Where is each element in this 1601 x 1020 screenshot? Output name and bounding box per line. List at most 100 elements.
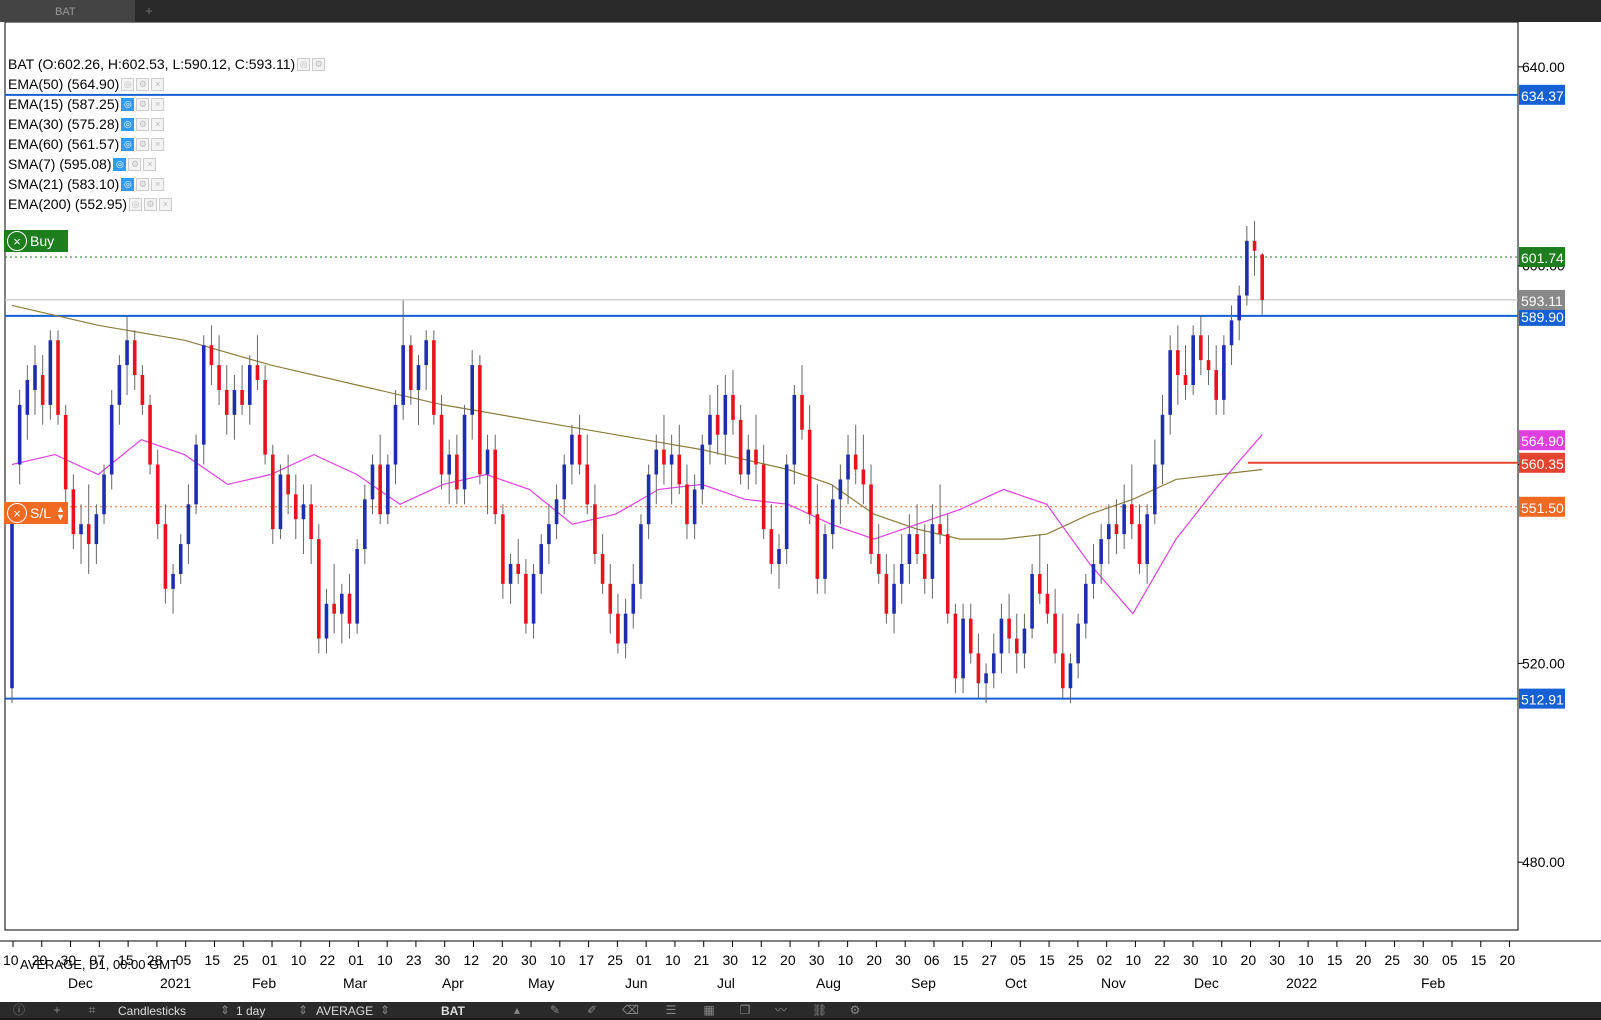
price-marker[interactable] [1519, 688, 1565, 709]
candle-body [409, 345, 413, 390]
visibility-icon[interactable]: ◎ [121, 137, 135, 151]
x-tick-label: 10 [377, 952, 393, 968]
visibility-icon[interactable]: ◎ [113, 157, 127, 171]
price-marker-label: 593.11 [1521, 293, 1563, 309]
price-marker[interactable] [1519, 430, 1565, 451]
visibility-icon[interactable]: ◎ [121, 177, 135, 191]
settings-icon[interactable]: ⚙ [136, 77, 150, 91]
candle-body [1237, 295, 1241, 321]
price-mode-select[interactable]: AVERAGE [316, 1004, 374, 1018]
candle-body [224, 389, 229, 415]
buy-order-tag[interactable]: × Buy [4, 230, 68, 252]
list-icon[interactable]: ☰ [665, 1003, 677, 1017]
price-marker[interactable] [1519, 305, 1565, 326]
brush-icon[interactable]: ✐ [586, 1003, 598, 1017]
candle-body [991, 653, 996, 674]
gear-icon[interactable]: ⚙ [849, 1003, 861, 1017]
timeframe-select[interactable]: 1 day [236, 1004, 266, 1018]
month-label: May [528, 975, 554, 991]
remove-indicator-icon[interactable]: × [151, 137, 165, 151]
settings-icon[interactable]: ⚙ [136, 117, 150, 131]
remove-indicator-icon[interactable]: × [151, 77, 165, 91]
candle-body [363, 499, 367, 550]
candle-body [25, 380, 30, 415]
indicator-label: EMA(15) (587.25) [8, 96, 120, 112]
tab-bat[interactable]: BAT [0, 0, 135, 22]
crop-icon[interactable]: ⌗ [88, 1003, 96, 1017]
pencil-icon[interactable]: ✎ [549, 1003, 561, 1017]
candle-body [761, 464, 766, 530]
plus-icon[interactable]: + [145, 4, 153, 18]
stop-loss-stepper-icon[interactable]: ▲ ▼ [56, 504, 65, 522]
indicator-legend-row: EMA(30) (575.28) ◎ ⚙ × [8, 114, 325, 134]
candle-body [501, 514, 505, 584]
close-stop-loss-icon[interactable]: × [7, 503, 27, 523]
candle-body [562, 464, 567, 500]
candle-body [370, 464, 375, 500]
settings-icon[interactable]: ⚙ [136, 137, 150, 151]
settings-icon[interactable]: ⚙ [136, 177, 150, 191]
candle-body [493, 449, 498, 515]
remove-indicator-icon[interactable]: × [143, 157, 157, 171]
candle-body [416, 365, 421, 390]
close-order-icon[interactable]: × [7, 231, 27, 251]
visibility-icon[interactable]: ◎ [297, 57, 311, 71]
buy-order-label: Buy [30, 233, 55, 249]
settings-icon[interactable]: ⚙ [144, 197, 158, 211]
settings-icon[interactable]: ⚙ [312, 57, 326, 71]
grid-icon[interactable]: ▦ [703, 1003, 715, 1017]
visibility-icon[interactable]: ◎ [121, 97, 135, 111]
price-marker[interactable] [1519, 452, 1565, 473]
crosshair-icon[interactable]: + [53, 1003, 61, 1017]
price-marker[interactable] [1519, 247, 1565, 268]
link-icon[interactable]: ⛓ [812, 1003, 828, 1017]
candle-body [94, 514, 99, 545]
candle-body [662, 449, 666, 465]
remove-indicator-icon[interactable]: × [151, 117, 165, 131]
candle-body [961, 618, 965, 679]
x-tick-label: 06 [924, 952, 940, 968]
candle-body [378, 464, 382, 515]
candle-body [616, 613, 620, 644]
remove-indicator-icon[interactable]: × [159, 197, 173, 211]
candle-body [631, 583, 636, 614]
candle-body [807, 429, 812, 515]
line-chart-icon[interactable]: 〰 [774, 1003, 787, 1017]
candle-body [117, 365, 122, 405]
eraser-icon[interactable]: ⌫ [622, 1003, 639, 1017]
x-tick-label: 15 [1471, 952, 1487, 968]
price-marker[interactable] [1519, 289, 1565, 310]
indicator-label: SMA(7) (595.08) [8, 156, 112, 172]
x-tick-label: 20 [32, 952, 48, 968]
x-tick-label: 01 [262, 952, 278, 968]
symbol-field[interactable]: BAT [441, 1004, 465, 1018]
x-tick-label: 10 [291, 952, 307, 968]
chevron-up-icon[interactable]: ▴ [513, 1003, 521, 1017]
copy-icon[interactable]: ❐ [739, 1003, 751, 1017]
settings-icon[interactable]: ⚙ [136, 97, 150, 111]
x-tick-label: 28 [147, 952, 163, 968]
price-marker[interactable] [1519, 496, 1565, 517]
candle-body [531, 573, 536, 624]
month-label: Aug [816, 975, 841, 991]
remove-indicator-icon[interactable]: × [151, 97, 165, 111]
x-tick-label: 15 [953, 952, 969, 968]
remove-indicator-icon[interactable]: × [151, 177, 165, 191]
candle-body [455, 454, 459, 490]
settings-icon[interactable]: ⚙ [128, 157, 142, 171]
price-marker[interactable] [1519, 84, 1565, 105]
candle-body [1114, 524, 1119, 535]
visibility-icon[interactable]: ◎ [121, 77, 135, 91]
price-marker-label: 560.35 [1521, 456, 1564, 472]
chart-area[interactable]: 480.00520.00560.00600.00640.00634.37589.… [0, 22, 1601, 1002]
info-icon[interactable]: ⓘ [12, 1003, 25, 1017]
price-chart[interactable]: 480.00520.00560.00600.00640.00634.37589.… [0, 22, 1601, 1002]
candle-body [286, 474, 290, 495]
candle-body [876, 554, 881, 574]
stop-loss-tag[interactable]: × S/L ▲ ▼ [4, 502, 68, 524]
visibility-icon[interactable]: ◎ [129, 197, 143, 211]
visibility-icon[interactable]: ◎ [121, 117, 135, 131]
x-tick-label: 20 [492, 952, 508, 968]
chart-type-select[interactable]: Candlesticks [118, 1004, 187, 1018]
candle-body [347, 593, 352, 624]
